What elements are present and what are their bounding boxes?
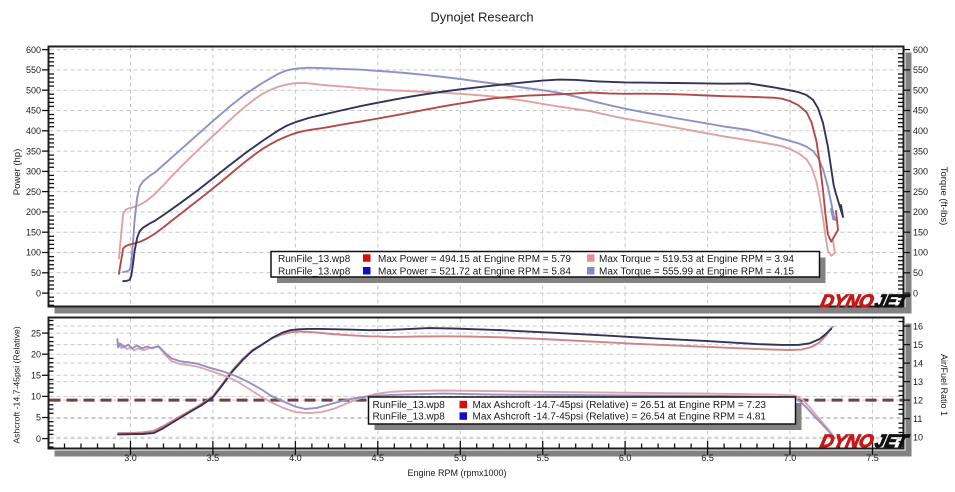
svg-text:RunFile_13.wp8: RunFile_13.wp8 xyxy=(373,412,446,423)
svg-text:RunFile_13.wp8: RunFile_13.wp8 xyxy=(278,254,351,265)
svg-text:0: 0 xyxy=(913,288,918,298)
svg-text:3.0: 3.0 xyxy=(124,453,137,463)
svg-text:15: 15 xyxy=(31,371,41,381)
svg-text:RunFile_13.wp8: RunFile_13.wp8 xyxy=(373,400,446,411)
svg-text:4.5: 4.5 xyxy=(372,453,385,463)
svg-text:3.5: 3.5 xyxy=(207,453,220,463)
svg-text:300: 300 xyxy=(913,167,928,177)
svg-text:6.5: 6.5 xyxy=(701,453,714,463)
svg-text:350: 350 xyxy=(913,146,928,156)
svg-text:200: 200 xyxy=(26,207,41,217)
svg-text:Max Power = 521.72 at Engine R: Max Power = 521.72 at Engine RPM = 5.84 xyxy=(378,267,571,278)
svg-text:JET: JET xyxy=(873,290,912,311)
svg-text:20: 20 xyxy=(31,349,41,359)
svg-text:5.5: 5.5 xyxy=(536,453,549,463)
svg-text:Air/Fuel Ratio 1: Air/Fuel Ratio 1 xyxy=(939,354,949,416)
svg-text:250: 250 xyxy=(26,187,41,197)
svg-text:500: 500 xyxy=(26,85,41,95)
svg-text:5: 5 xyxy=(36,413,41,423)
svg-text:DYNO: DYNO xyxy=(819,290,876,311)
svg-text:500: 500 xyxy=(913,85,928,95)
svg-text:25: 25 xyxy=(31,328,41,338)
svg-text:50: 50 xyxy=(31,268,41,278)
svg-text:450: 450 xyxy=(913,106,928,116)
svg-text:Dynojet Research: Dynojet Research xyxy=(430,10,533,25)
svg-text:150: 150 xyxy=(26,227,41,237)
svg-text:Engine RPM (rpmx1000): Engine RPM (rpmx1000) xyxy=(407,468,506,478)
svg-text:200: 200 xyxy=(913,207,928,217)
svg-text:RunFile_13.wp8: RunFile_13.wp8 xyxy=(278,267,351,278)
svg-text:DYNO: DYNO xyxy=(819,430,876,451)
svg-text:6.0: 6.0 xyxy=(619,453,632,463)
svg-text:0: 0 xyxy=(36,434,41,444)
svg-text:100: 100 xyxy=(913,248,928,258)
svg-text:11: 11 xyxy=(913,414,922,424)
svg-text:Ashcroft -14.7-45psi (Relative: Ashcroft -14.7-45psi (Relative) xyxy=(12,326,22,443)
svg-text:14: 14 xyxy=(913,358,923,368)
svg-text:7.5: 7.5 xyxy=(866,453,879,463)
svg-text:13: 13 xyxy=(913,377,923,387)
svg-text:300: 300 xyxy=(26,167,41,177)
svg-text:Max Power = 494.15 at Engine R: Max Power = 494.15 at Engine RPM = 5.79 xyxy=(378,254,571,265)
svg-text:250: 250 xyxy=(913,187,928,197)
svg-text:550: 550 xyxy=(26,65,41,75)
svg-text:100: 100 xyxy=(26,248,41,258)
svg-text:12: 12 xyxy=(913,395,923,405)
svg-text:0: 0 xyxy=(36,288,41,298)
svg-text:Power (hp): Power (hp) xyxy=(12,149,23,195)
svg-text:Max Ashcroft -14.7-45psi (Rela: Max Ashcroft -14.7-45psi (Relative) = 26… xyxy=(473,400,767,411)
svg-text:Max Torque = 555.99 at Engine: Max Torque = 555.99 at Engine RPM = 4.15 xyxy=(599,267,794,278)
svg-text:7.0: 7.0 xyxy=(784,453,797,463)
svg-text:4.0: 4.0 xyxy=(289,453,302,463)
svg-text:350: 350 xyxy=(26,146,41,156)
svg-text:Max Torque = 519.53 at Engine: Max Torque = 519.53 at Engine RPM = 3.94 xyxy=(599,254,794,265)
svg-text:550: 550 xyxy=(913,65,928,75)
svg-text:600: 600 xyxy=(913,45,928,55)
svg-text:450: 450 xyxy=(26,106,41,116)
svg-text:10: 10 xyxy=(31,392,41,402)
svg-text:JET: JET xyxy=(873,430,912,451)
svg-text:5.0: 5.0 xyxy=(454,453,467,463)
svg-text:50: 50 xyxy=(913,268,923,278)
svg-text:400: 400 xyxy=(26,126,41,136)
svg-text:16: 16 xyxy=(913,321,923,331)
svg-text:Max Ashcroft -14.7-45psi (Rela: Max Ashcroft -14.7-45psi (Relative) = 26… xyxy=(473,412,767,423)
svg-text:15: 15 xyxy=(913,340,923,350)
svg-text:600: 600 xyxy=(26,45,41,55)
svg-text:10: 10 xyxy=(913,432,923,442)
svg-text:150: 150 xyxy=(913,227,928,237)
svg-text:Torque (ft-lbs): Torque (ft-lbs) xyxy=(938,167,949,226)
svg-text:400: 400 xyxy=(913,126,928,136)
